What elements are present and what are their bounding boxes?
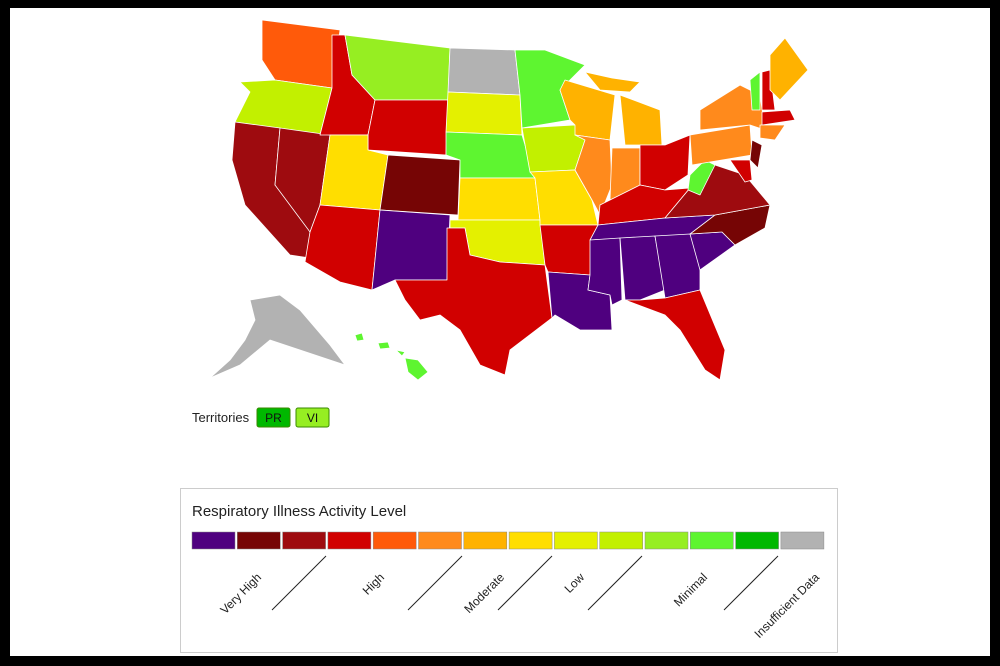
- territories: PR VI: [256, 407, 330, 428]
- michigan-upper: [584, 71, 641, 93]
- wisconsin: [559, 79, 616, 141]
- territory-name: PR: [265, 411, 282, 425]
- legend-swatch: [463, 531, 508, 550]
- new-jersey: [749, 139, 763, 169]
- texas: [394, 227, 553, 376]
- legend-separators: [271, 555, 779, 611]
- hawaii: [404, 357, 429, 381]
- territory-box: [295, 407, 330, 428]
- legend-swatch: [372, 531, 417, 550]
- south-dakota: [445, 91, 523, 136]
- hawaii: [395, 349, 406, 357]
- territory-name: VI: [307, 411, 318, 425]
- legend-box: [180, 488, 838, 653]
- legend-swatch: [418, 531, 462, 550]
- florida: [624, 289, 726, 381]
- legend-swatch: [735, 531, 779, 550]
- separator: [271, 555, 327, 611]
- alaska: [209, 294, 346, 379]
- illinois: [574, 134, 613, 216]
- hawaii: [377, 341, 391, 350]
- legend-swatch: [237, 531, 281, 550]
- colorado: [379, 154, 461, 216]
- separator: [723, 555, 779, 611]
- legend-swatch: [191, 531, 236, 550]
- georgia: [654, 233, 701, 299]
- massachusetts: [761, 109, 796, 126]
- new-mexico: [371, 209, 451, 291]
- separator: [407, 555, 463, 611]
- kansas: [457, 177, 541, 221]
- alabama: [619, 235, 666, 301]
- arkansas: [539, 224, 599, 276]
- separator: [497, 555, 553, 611]
- legend-swatch: [690, 531, 734, 550]
- new-hampshire: [761, 69, 776, 111]
- legend-swatch: [282, 531, 326, 550]
- us-map: [209, 19, 809, 381]
- mississippi: [587, 237, 623, 306]
- legend-swatch: [780, 531, 825, 550]
- territory-box: [256, 407, 291, 428]
- legend-title: Respiratory Illness Activity Level: [192, 503, 406, 520]
- connecticut: [759, 124, 786, 141]
- north-dakota: [447, 47, 521, 96]
- legend-swatch: [554, 531, 598, 550]
- maine: [769, 37, 809, 101]
- washington: [261, 19, 341, 89]
- legend-swatch: [644, 531, 689, 550]
- wyoming: [367, 99, 449, 156]
- separator: [587, 555, 643, 611]
- territories-label: Territories: [192, 410, 250, 425]
- legend-swatches: [191, 531, 825, 550]
- vermont: [749, 71, 761, 111]
- maryland: [729, 159, 753, 183]
- legend-swatch: [599, 531, 643, 550]
- legend-swatch: [508, 531, 553, 550]
- legend-swatch: [327, 531, 372, 550]
- hawaii: [354, 332, 365, 342]
